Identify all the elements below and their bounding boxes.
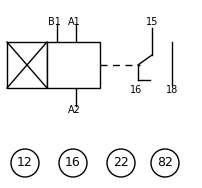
Bar xyxy=(7,42,47,88)
Text: 82: 82 xyxy=(156,156,172,170)
Text: 15: 15 xyxy=(145,17,157,27)
Text: 16: 16 xyxy=(129,85,141,95)
Text: 16: 16 xyxy=(65,156,80,170)
Text: A1: A1 xyxy=(67,17,80,27)
Text: A2: A2 xyxy=(67,105,80,115)
Text: 18: 18 xyxy=(165,85,177,95)
Bar xyxy=(47,42,100,88)
Text: 22: 22 xyxy=(113,156,128,170)
Text: 12: 12 xyxy=(17,156,33,170)
Text: B1: B1 xyxy=(47,17,60,27)
